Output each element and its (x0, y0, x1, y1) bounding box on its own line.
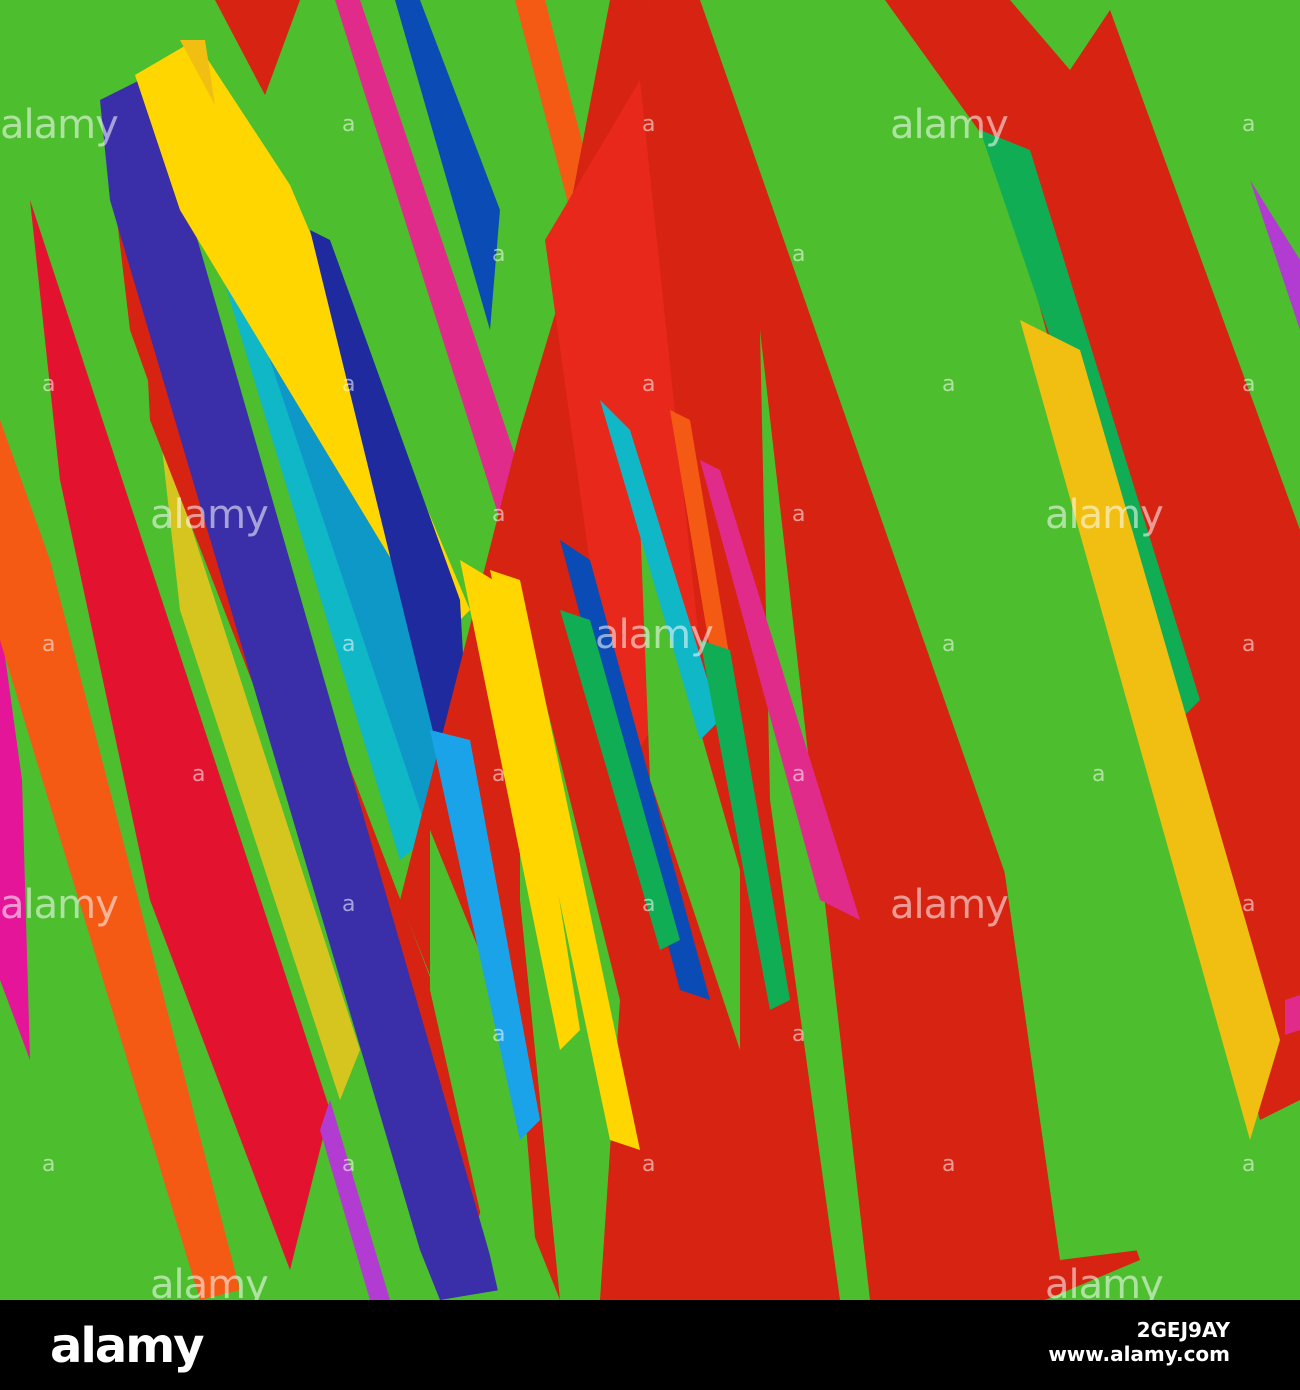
pink-tip-right (1285, 995, 1300, 1035)
green-shard-center (560, 610, 680, 950)
yellow-shard-center (460, 560, 580, 1050)
red-notch-top (215, 0, 300, 95)
magenta-shard-center (700, 460, 860, 920)
footer-bar: alamy 2GEJ9AY www.alamy.com (0, 1300, 1300, 1390)
navy-stripe (310, 230, 470, 780)
image-info: 2GEJ9AY www.alamy.com (1048, 1318, 1230, 1366)
orange-stripe (0, 420, 240, 1300)
cyan-shard-center (600, 400, 720, 740)
crimson-stripe (30, 200, 330, 1270)
green-gap-d (430, 830, 540, 1300)
gold-shard-right (1020, 320, 1280, 1140)
indigo-stripe (100, 75, 500, 1300)
blue-stripe-top (395, 0, 500, 330)
image-id: 2GEJ9AY (1136, 1318, 1230, 1342)
yellow-shard-b (490, 570, 640, 1150)
magenta-stripe (335, 0, 520, 520)
yellow-cap (180, 40, 215, 105)
site-url: www.alamy.com (1048, 1342, 1230, 1366)
brand-logo: alamy (50, 1318, 205, 1374)
green-gap-b (640, 520, 740, 1050)
purple-sliver (320, 1100, 390, 1300)
green-shard-b (700, 640, 790, 1010)
mustard-stripe (160, 430, 360, 1100)
purple-shard-right (1250, 180, 1300, 330)
pink-shard-left (0, 620, 30, 1060)
abstract-artwork: alamy alamy alamy alamy alamy alamy alam… (0, 0, 1300, 1300)
stripes-canvas (0, 0, 1300, 1300)
sky-shard (430, 730, 540, 1140)
green-gap-e (880, 0, 1140, 1260)
